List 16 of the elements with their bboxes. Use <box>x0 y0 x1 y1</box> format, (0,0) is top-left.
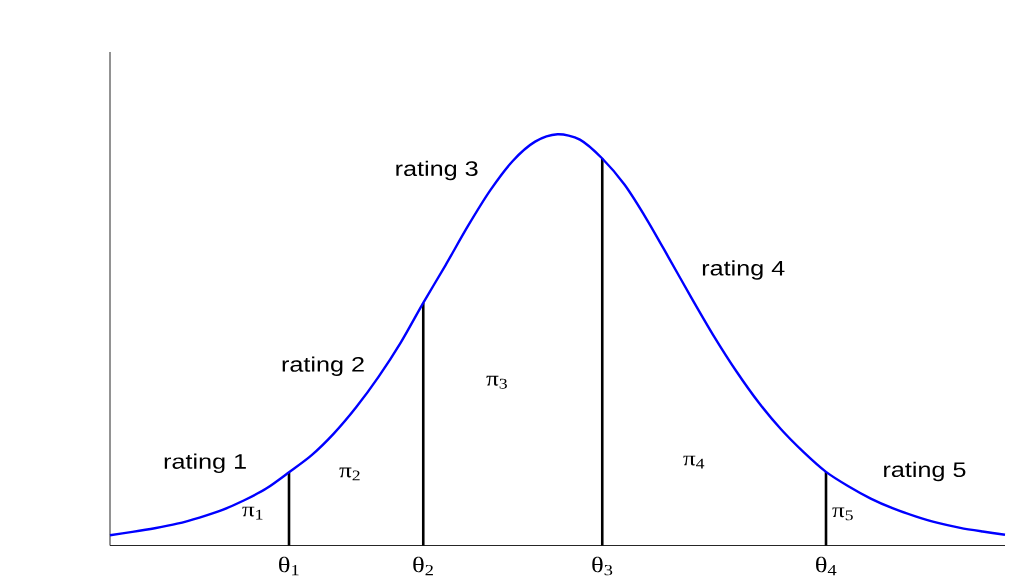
bar <box>421 302 425 546</box>
x-tick-label: θ$_{1}$ <box>279 556 299 576</box>
annotation: π$_{1}$ <box>242 506 263 520</box>
x-tick-label: θ$_{4}$ <box>816 556 837 576</box>
x-tick-label: θ$_{2}$ <box>413 556 433 576</box>
bar <box>600 158 604 546</box>
annotation: rating 5 <box>884 461 966 482</box>
annotation: rating 3 <box>396 160 478 181</box>
annotation: π$_{4}$ <box>683 455 705 469</box>
x-tick-label: θ$_{3}$ <box>592 556 613 576</box>
annotation: rating 2 <box>282 356 364 376</box>
annotation: rating 1 <box>164 453 246 474</box>
annotation: rating 4 <box>702 260 785 280</box>
annotation: π$_{3}$ <box>486 375 507 389</box>
annotation: π$_{5}$ <box>832 507 853 521</box>
annotation: π$_{2}$ <box>339 467 360 481</box>
